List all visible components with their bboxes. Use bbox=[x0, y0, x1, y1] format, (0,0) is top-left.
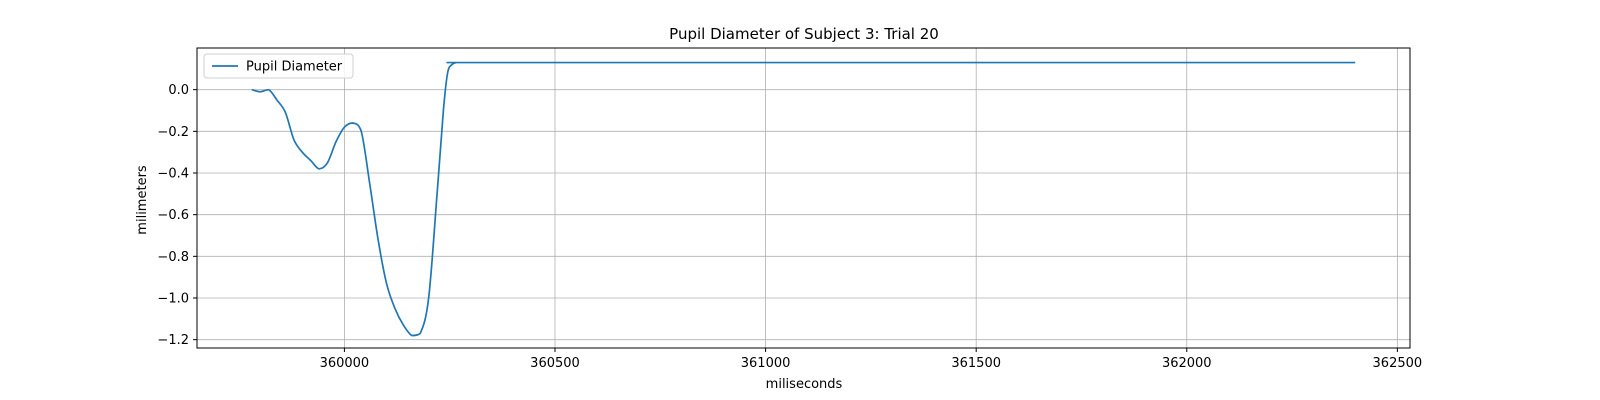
y-tick-label: −0.4 bbox=[157, 167, 189, 182]
x-axis-label: miliseconds bbox=[766, 377, 843, 392]
x-tick-label: 361000 bbox=[741, 356, 791, 371]
legend-label: Pupil Diameter bbox=[246, 60, 343, 75]
plot-frame bbox=[196, 47, 1411, 349]
y-axis-label: milimeters bbox=[135, 165, 150, 235]
y-tick-label: −0.8 bbox=[157, 250, 189, 265]
x-tick-label: 361500 bbox=[951, 356, 1001, 371]
y-tick-label: −1.2 bbox=[157, 333, 189, 348]
y-tick-label: −1.0 bbox=[157, 292, 189, 307]
y-tick-label: −0.6 bbox=[157, 208, 189, 223]
y-axis: −1.2 −1.0 −0.8 −0.6 −0.4 −0.2 0.0 bbox=[157, 83, 197, 348]
series-line-pupil-diameter bbox=[251, 61, 1356, 337]
x-axis: 360000 360500 361000 361500 362000 362500 bbox=[320, 348, 1423, 371]
x-tick-label: 362500 bbox=[1373, 356, 1423, 371]
x-tick-label: 360000 bbox=[320, 356, 370, 371]
legend-box bbox=[203, 53, 354, 79]
y-tick-label: −0.2 bbox=[157, 125, 189, 140]
chart-title: Pupil Diameter of Subject 3: Trial 20 bbox=[669, 25, 939, 43]
x-tick-label: 362000 bbox=[1162, 356, 1212, 371]
x-tick-label: 360500 bbox=[530, 356, 580, 371]
y-tick-label: 0.0 bbox=[168, 83, 189, 98]
series-layer bbox=[251, 61, 1356, 337]
grid-lines bbox=[197, 48, 1410, 348]
legend: Pupil Diameter bbox=[203, 53, 354, 79]
